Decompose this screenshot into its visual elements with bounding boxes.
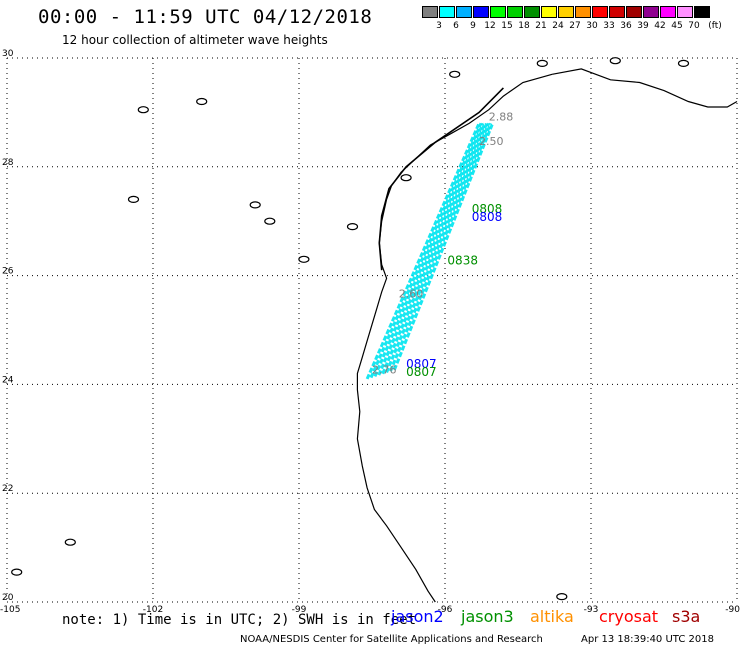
colorbar-unit: (ft)	[708, 21, 722, 31]
coastline	[11, 57, 738, 603]
wave-height-label: 2.60	[399, 287, 424, 300]
colorbar-label: 33	[603, 21, 615, 31]
wave-height-label: 2.50	[479, 135, 504, 148]
lon-tick-label: -90	[725, 605, 740, 615]
colorbar-swatch	[422, 6, 438, 18]
altimeter-track	[369, 122, 483, 379]
lat-tick-label: 30	[2, 49, 14, 59]
colorbar-swatch	[694, 6, 710, 18]
lat-tick-label: 22	[2, 484, 13, 494]
generated-timestamp: Apr 13 18:39:40 UTC 2018	[581, 634, 714, 645]
colorbar-swatch	[439, 6, 455, 18]
colorbar-label: 6	[453, 21, 459, 31]
colorbar-swatch	[541, 6, 557, 18]
lake-outline	[11, 568, 23, 576]
axis-ticks: -105 -102 -99 -96 -93 -90 20 22 24 26 28 30	[0, 49, 740, 615]
colorbar-label: 42	[654, 21, 666, 31]
lake-outline	[249, 201, 261, 209]
altimeter-tracks	[365, 122, 495, 380]
legend-jason2: jason2	[391, 607, 444, 626]
lat-tick-label: 20	[2, 593, 14, 603]
legend-jason3: jason3	[461, 607, 514, 626]
lake-outline	[609, 57, 621, 65]
pass-time-label: 0807	[406, 365, 437, 379]
lon-tick-label: -96	[438, 605, 453, 615]
wave-height-label: 2.76	[372, 364, 397, 377]
lake-outline	[64, 538, 76, 546]
colorbar-label: 3	[436, 21, 442, 31]
pass-time-label: 0808	[472, 202, 503, 216]
lon-tick-label: -102	[143, 605, 163, 615]
lake-outline	[264, 217, 276, 225]
colorbar-swatch	[490, 6, 506, 18]
colorbar-label: 18	[518, 21, 530, 31]
colorbar-swatch	[643, 6, 659, 18]
colorbar-swatch	[456, 6, 472, 18]
colorbar-label: 30	[586, 21, 598, 31]
colorbar-label: 12	[484, 21, 496, 31]
colorbar-swatch	[524, 6, 540, 18]
colorbar-label: 21	[535, 21, 547, 31]
lake-outline	[137, 106, 149, 114]
lake-outline	[556, 592, 568, 601]
lake-outline	[346, 223, 359, 231]
lake-outline	[677, 59, 690, 68]
barrier-islands	[378, 87, 504, 271]
colorbar-swatch	[677, 6, 693, 18]
lake-outline	[127, 195, 140, 203]
colorbar-labels: 3 6 9 12 15 18 21 24 27 30 33 36 39 42 45 70 (ft)	[422, 21, 740, 33]
colorbar-label: 27	[569, 21, 581, 31]
colorbar-label: 36	[620, 21, 632, 31]
lon-tick-label: -105	[0, 605, 20, 615]
lake-outline	[536, 59, 548, 68]
colorbar-label: 45	[671, 21, 683, 31]
lat-tick-label: 24	[2, 375, 14, 385]
altimeter-track	[373, 122, 485, 377]
gulf-coastline	[356, 73, 553, 603]
colorbar-label: 39	[637, 21, 649, 31]
altimeter-track	[385, 122, 491, 374]
colorbar-swatch	[660, 6, 676, 18]
page-title: 00:00 - 11:59 UTC 04/12/2018	[38, 6, 373, 28]
altimeter-track	[381, 122, 489, 375]
colorbar-swatch	[592, 6, 608, 18]
legend-cryosat: cryosat	[599, 607, 659, 626]
wave-height-colorbar	[422, 6, 711, 18]
pass-time-label: 0808	[472, 210, 503, 224]
lon-tick-label: -99	[292, 605, 307, 615]
colorbar-label: 24	[552, 21, 564, 31]
legend-altika: altika	[530, 607, 574, 626]
credit-text: NOAA/NESDIS Center for Satellite Applica…	[240, 634, 543, 645]
lake-outline	[196, 97, 208, 106]
wave-height-label: 2.88	[489, 111, 514, 124]
altimeter-track	[389, 122, 493, 372]
colorbar-swatch	[558, 6, 574, 18]
colorbar-swatch	[626, 6, 642, 18]
graticule	[6, 57, 738, 603]
pass-time-label: 0838	[447, 254, 478, 268]
footer-note: note: 1) Time is in UTC; 2) SWH is in fe…	[62, 612, 417, 628]
pass-time-label: 0807	[406, 357, 437, 371]
lake-outline	[449, 70, 461, 78]
colorbar-swatch	[609, 6, 625, 18]
altimeter-track	[392, 122, 495, 371]
colorbar-label: 15	[501, 21, 513, 31]
page-subtitle: 12 hour collection of altimeter wave hei…	[62, 33, 328, 47]
colorbar-swatch	[473, 6, 489, 18]
colorbar-label: 70	[688, 21, 700, 31]
lake-outline	[400, 174, 412, 182]
colorbar-label: 9	[470, 21, 476, 31]
lon-tick-label: -93	[584, 605, 599, 615]
altimeter-track	[377, 122, 487, 376]
colorbar-swatch	[575, 6, 591, 18]
altimeter-track	[365, 122, 481, 380]
lat-tick-label: 28	[2, 158, 14, 168]
lake-outline	[298, 255, 310, 263]
lat-tick-label: 26	[2, 267, 14, 277]
colorbar-swatch	[507, 6, 523, 18]
legend-s3a: s3a	[672, 607, 701, 626]
louisiana-coastline	[551, 68, 738, 108]
